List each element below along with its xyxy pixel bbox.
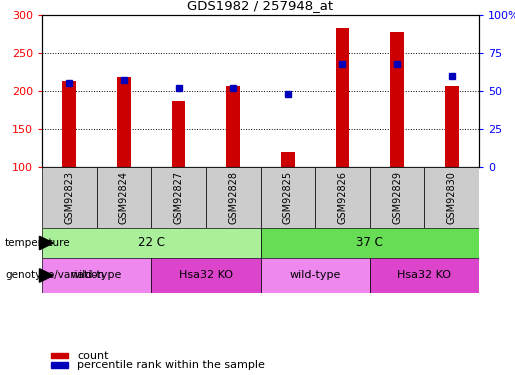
Text: genotype/variation: genotype/variation xyxy=(5,270,104,280)
Bar xyxy=(315,167,370,228)
Text: GSM92824: GSM92824 xyxy=(119,171,129,224)
Text: Hsa32 KO: Hsa32 KO xyxy=(179,270,233,280)
Bar xyxy=(261,228,479,258)
Text: wild-type: wild-type xyxy=(71,270,123,280)
Bar xyxy=(62,81,76,167)
Bar xyxy=(370,167,424,228)
Text: GSM92825: GSM92825 xyxy=(283,171,293,224)
Polygon shape xyxy=(40,236,54,250)
Bar xyxy=(171,101,185,167)
Bar xyxy=(261,258,370,293)
Text: wild-type: wild-type xyxy=(289,270,341,280)
Text: GSM92827: GSM92827 xyxy=(174,171,183,224)
Polygon shape xyxy=(40,269,54,282)
Bar xyxy=(51,353,68,358)
Title: GDS1982 / 257948_at: GDS1982 / 257948_at xyxy=(187,0,334,12)
Text: GSM92830: GSM92830 xyxy=(447,171,457,224)
Text: 22 C: 22 C xyxy=(138,237,165,249)
Bar xyxy=(370,258,479,293)
Bar xyxy=(261,167,315,228)
Bar xyxy=(424,167,479,228)
Bar xyxy=(281,152,295,167)
Bar xyxy=(151,258,261,293)
Bar xyxy=(117,77,131,167)
Text: percentile rank within the sample: percentile rank within the sample xyxy=(77,360,265,370)
Bar xyxy=(42,167,97,228)
Text: GSM92828: GSM92828 xyxy=(228,171,238,224)
Bar xyxy=(51,362,68,368)
Text: GSM92829: GSM92829 xyxy=(392,171,402,224)
Bar xyxy=(151,167,206,228)
Bar xyxy=(42,258,151,293)
Text: temperature: temperature xyxy=(5,238,71,248)
Text: GSM92826: GSM92826 xyxy=(337,171,348,224)
Bar xyxy=(206,167,261,228)
Bar xyxy=(97,167,151,228)
Text: count: count xyxy=(77,351,109,361)
Text: Hsa32 KO: Hsa32 KO xyxy=(398,270,451,280)
Text: 37 C: 37 C xyxy=(356,237,383,249)
Bar xyxy=(42,228,261,258)
Text: GSM92823: GSM92823 xyxy=(64,171,74,224)
Bar xyxy=(390,33,404,167)
Bar xyxy=(336,28,349,167)
Bar xyxy=(227,86,240,167)
Bar xyxy=(445,86,458,167)
